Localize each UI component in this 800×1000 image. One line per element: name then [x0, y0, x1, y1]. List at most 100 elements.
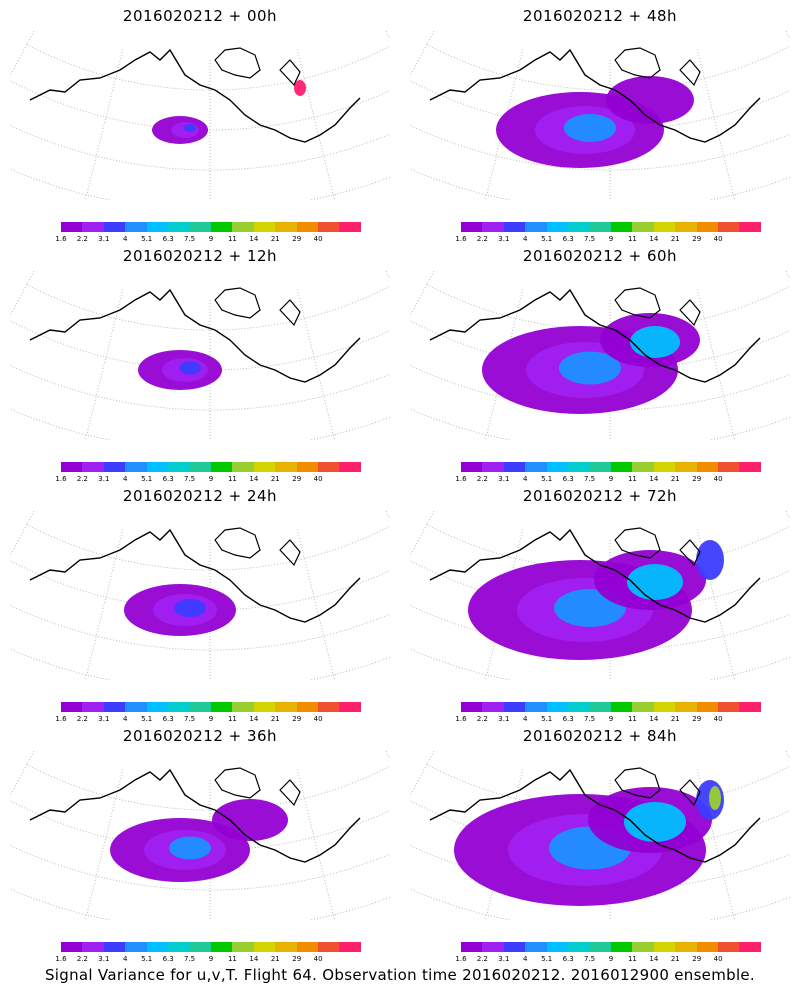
colorbar — [61, 702, 361, 712]
colorbar-ticks: 1.6 2.2 3.1 4 5.1 6.3 7.5 9 11 14 21 29 40 — [45, 475, 345, 485]
colorbar-tick-label: 14 — [249, 235, 259, 243]
colorbar — [461, 222, 761, 232]
colorbar-swatch — [61, 462, 83, 472]
colorbar-swatch — [82, 942, 104, 952]
colorbar-swatch — [168, 222, 190, 232]
colorbar-tick-label: 21 — [670, 955, 680, 963]
colorbar-tick-label: 7.5 — [583, 235, 596, 243]
colorbar-tick-label: 4 — [523, 715, 528, 723]
coastline — [429, 768, 761, 863]
colorbar-swatch — [189, 222, 211, 232]
colorbar-tick-label: 4 — [123, 715, 128, 723]
colorbar-swatch — [632, 222, 654, 232]
colorbar-swatch — [318, 222, 340, 232]
colorbar-tick-label: 1.6 — [455, 955, 467, 963]
colorbar-swatch — [739, 942, 761, 952]
colorbar-tick-label: 29 — [692, 715, 702, 723]
forecast-panel: 2016020212 + 48h 1.6 2.2 3.1 4 5.1 6.3 7.5 9 11 14… — [400, 0, 800, 243]
variance-map — [10, 270, 390, 440]
colorbar-tick-label: 9 — [208, 475, 214, 483]
forecast-panel: 2016020212 + 72h 1.6 2.2 3.1 4 5.1 6.3 7.5 9 11 14… — [400, 480, 800, 723]
colorbar-swatch — [503, 462, 526, 472]
colorbar-tick-label: 6.3 — [562, 235, 574, 243]
colorbar-tick-label: 29 — [692, 235, 702, 243]
graticule-latitude-0 — [26, 283, 390, 331]
variance-area-6 — [709, 786, 721, 810]
colorbar-swatch — [718, 222, 740, 232]
colorbar-tick-label: 2.2 — [476, 955, 488, 963]
coastline-north — [614, 527, 701, 567]
graticule-meridian-4 — [785, 270, 790, 280]
colorbar-swatch — [546, 222, 569, 232]
colorbar-tick-label: 5.1 — [541, 715, 553, 723]
colorbar-tick-label: 40 — [713, 715, 723, 723]
colorbar-swatch — [696, 462, 719, 472]
colorbar-tick-label: 4 — [523, 235, 528, 243]
colorbar-tick-label: 3.1 — [98, 475, 110, 483]
colorbar-swatch — [525, 702, 547, 712]
colorbar-tick-label: 3.1 — [498, 715, 510, 723]
coastline — [429, 48, 761, 143]
colorbar-swatch — [718, 702, 740, 712]
colorbar-swatch — [82, 702, 104, 712]
colorbar-swatch — [339, 462, 361, 472]
colorbar-tick-label: 1.6 — [55, 475, 67, 483]
colorbar-swatch — [339, 702, 361, 712]
forecast-panel: 2016020212 + 12h 1.6 2.2 3.1 4 5.1 6.3 7.5 9 11 14… — [0, 240, 400, 483]
colorbar-tick-label: 11 — [627, 235, 637, 243]
colorbar-tick-label: 1.6 — [55, 235, 67, 243]
colorbar-tick-label: 4 — [123, 475, 128, 483]
coastline — [429, 288, 761, 383]
graticule-meridian-4 — [385, 750, 390, 760]
colorbar-swatch — [675, 222, 697, 232]
colorbar-swatch — [739, 222, 761, 232]
colorbar-tick-label: 5.1 — [141, 475, 153, 483]
panel-title: 2016020212 + 72h — [522, 487, 678, 505]
colorbar-tick-label: 1.6 — [55, 715, 67, 723]
colorbar-swatch — [632, 702, 654, 712]
graticule-meridian-3 — [296, 289, 336, 440]
colorbar-swatch — [103, 222, 126, 232]
colorbar-swatch — [232, 222, 254, 232]
graticule-meridian-0 — [10, 750, 35, 797]
colorbar-tick-label: 1.6 — [455, 715, 467, 723]
colorbar-tick-label: 7.5 — [183, 955, 196, 963]
colorbar-swatch — [653, 462, 676, 472]
colorbar-swatch — [296, 702, 319, 712]
colorbar-swatch — [296, 222, 319, 232]
colorbar-swatch — [168, 942, 190, 952]
colorbar-swatch — [675, 702, 697, 712]
colorbar-swatch — [296, 462, 319, 472]
colorbar-tick-label: 4 — [123, 235, 128, 243]
colorbar-swatch — [546, 702, 569, 712]
colorbar-tick-label: 3.1 — [498, 235, 510, 243]
variance-map — [410, 510, 790, 680]
colorbar-tick-label: 7.5 — [183, 235, 196, 243]
colorbar-swatch — [461, 942, 483, 952]
colorbar-tick-label: 2.2 — [476, 715, 488, 723]
colorbar-swatch — [503, 702, 526, 712]
colorbar-tick-label: 11 — [227, 235, 237, 243]
colorbar-swatch — [739, 462, 761, 472]
colorbar-swatch — [82, 462, 104, 472]
colorbar-swatch — [525, 942, 547, 952]
colorbar-tick-label: 11 — [627, 475, 637, 483]
colorbar-swatch — [61, 222, 83, 232]
colorbar-swatch — [210, 942, 233, 952]
colorbar-tick-label: 9 — [608, 955, 614, 963]
colorbar-swatch — [82, 222, 104, 232]
colorbar-swatch — [696, 702, 719, 712]
coastline-north — [214, 47, 301, 87]
colorbar-swatch — [632, 942, 654, 952]
colorbar-tick-label: 1.6 — [55, 955, 67, 963]
colorbar-swatch — [103, 942, 126, 952]
colorbar-tick-label: 9 — [608, 715, 614, 723]
colorbar — [461, 462, 761, 472]
colorbar-swatch — [275, 702, 297, 712]
graticule-meridian-4 — [785, 750, 790, 760]
variance-area-4 — [624, 802, 686, 842]
colorbar-swatch — [482, 222, 504, 232]
colorbar-swatch — [168, 702, 190, 712]
colorbar-swatch — [675, 462, 697, 472]
colorbar-swatch — [739, 702, 761, 712]
